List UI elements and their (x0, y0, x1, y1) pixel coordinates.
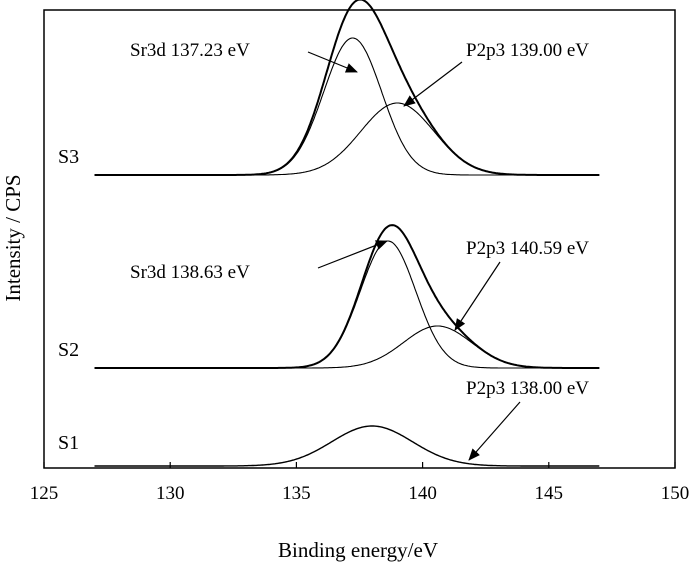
x-tick-label: 130 (156, 483, 185, 504)
x-tick-label: 125 (30, 483, 59, 504)
annotations: Sr3d 137.23 eV P2p3 139.00 eV Sr3d 138.63 … (130, 40, 589, 461)
peak-annotation-label: P2p3 139.00 eV (466, 40, 589, 61)
peak-annotation-label: P2p3 140.59 eV (466, 238, 589, 259)
annotation-arrow (317, 240, 388, 269)
peak-annotation-label: P2p3 138.00 eV (466, 378, 589, 399)
sample-label-s2: S2 (58, 339, 79, 361)
annotation-arrow (454, 261, 501, 331)
annotation-arrow (307, 51, 358, 73)
x-axis-label: Binding energy/eV (278, 538, 438, 562)
x-tick-label: 145 (535, 483, 564, 504)
x-tick-label: 140 (408, 483, 437, 504)
envelope-s3 (94, 0, 600, 176)
plot-frame (43, 9, 676, 469)
peak-annotation-label: Sr3d 138.63 eV (130, 262, 250, 283)
spectra (94, 0, 600, 467)
component-peak-s2-1 (94, 325, 600, 369)
x-tick-label: 150 (661, 483, 690, 504)
x-tick-label: 135 (282, 483, 311, 504)
sample-label-s1: S1 (58, 432, 79, 454)
annotation-arrow (403, 61, 463, 107)
sample-label-s3: S3 (58, 146, 79, 168)
component-peak-s3-1 (94, 102, 600, 176)
envelope-s2 (94, 224, 600, 369)
peak-annotation-label: Sr3d 137.23 eV (130, 40, 250, 61)
x-axis-ticks: 125 130 135 140 145 150 (30, 462, 690, 504)
annotation-arrow (468, 401, 521, 461)
sample-labels: S3 S2 S1 (58, 146, 79, 454)
component-peak-s2-0 (94, 240, 600, 369)
y-axis-label: Intensity / CPS (1, 174, 25, 301)
envelope-s1 (94, 425, 600, 467)
